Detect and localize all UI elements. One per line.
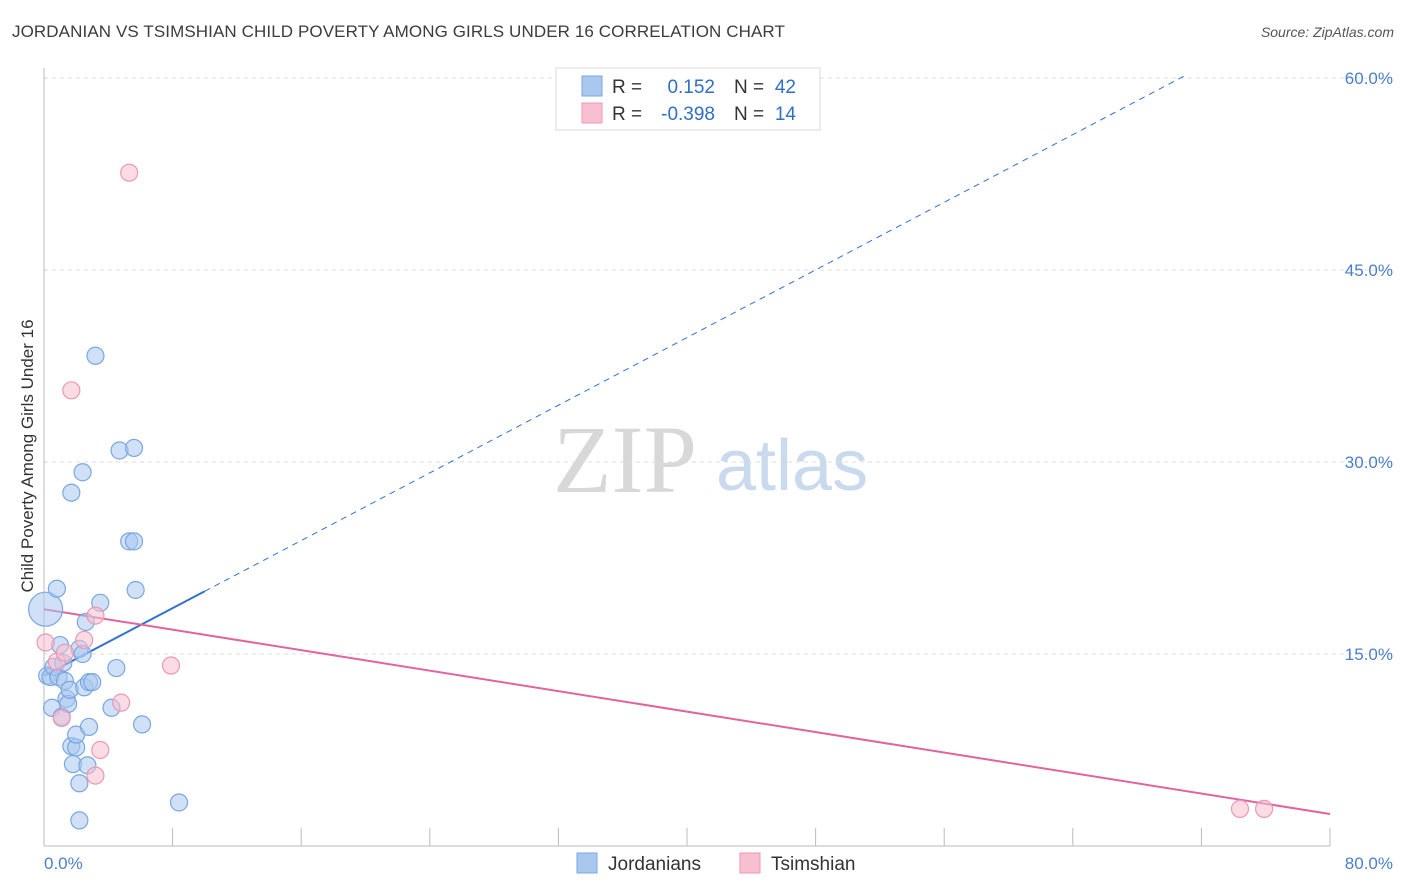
jordanian-point (47, 579, 66, 598)
jordanian-point (126, 580, 145, 600)
tsimshian-point (91, 740, 110, 760)
series-legend: Jordanians Tsimshian (576, 852, 855, 875)
legend-r-value-tsimshian: -0.398 (661, 104, 715, 125)
jordanian-point (124, 532, 144, 551)
legend-r-label-tsimshian: R = (612, 104, 642, 125)
x-tick-label-max: 80.0% (1345, 854, 1393, 873)
tsimshian-point (161, 656, 181, 675)
tsimshian-point (55, 643, 74, 662)
stats-legend: R = 0.152 N = 42 R = -0.398 N = 14 (555, 67, 821, 131)
jordanian-point (62, 483, 81, 502)
watermark-atlas: atlas (716, 426, 868, 506)
tsimshian-point (62, 381, 81, 400)
legend-swatch-tsimshian (581, 102, 603, 124)
series-legend-label-jordanians: Jordanians (608, 854, 701, 875)
legend-n-label-jordanians: N = (734, 77, 764, 98)
jordanian-point (169, 793, 189, 812)
y-tick-label: 30.0% (1345, 453, 1393, 472)
y-tick-labels: 15.0% 30.0% 45.0% 60.0% (1345, 69, 1393, 664)
y-tick-label: 45.0% (1345, 261, 1393, 280)
tsimshian-point (52, 708, 71, 728)
y-axis-label: Child Poverty Among Girls Under 16 (18, 319, 37, 592)
tsimshian-point (86, 766, 105, 785)
jordanian-point (79, 717, 99, 737)
data-points (28, 163, 1274, 830)
tsimshian-point (120, 163, 139, 182)
grid-lines (44, 77, 1395, 655)
y-tick-label: 15.0% (1345, 645, 1393, 664)
legend-r-value-jordanians: 0.152 (667, 77, 715, 98)
series-legend-swatch-tsimshian (739, 852, 761, 874)
x-tick-label-min: 0.0% (44, 854, 83, 873)
legend-n-value-jordanians: 42 (775, 77, 796, 98)
tsimshian-point (86, 606, 105, 625)
legend-n-value-tsimshian: 14 (775, 104, 797, 125)
trend-line-jordanians-extension (204, 74, 1186, 592)
series-legend-swatch-jordanians (576, 852, 598, 874)
tsimshian-point (112, 693, 131, 712)
tsimshian-point (1230, 799, 1250, 818)
y-tick-label: 60.0% (1345, 69, 1393, 88)
chart-title: JORDANIAN VS TSIMSHIAN CHILD POVERTY AMO… (12, 22, 785, 41)
source-credit: Source: ZipAtlas.com (1260, 24, 1394, 40)
jordanian-point (86, 346, 105, 365)
jordanian-point (28, 591, 64, 627)
jordanian-point (124, 438, 144, 458)
legend-r-label-jordanians: R = (612, 77, 642, 98)
series-legend-label-tsimshian: Tsimshian (771, 854, 855, 875)
jordanian-point (132, 715, 152, 734)
legend-n-label-tsimshian: N = (734, 104, 764, 125)
jordanian-point (83, 673, 102, 692)
jordanian-point (107, 658, 126, 678)
axes (43, 68, 1331, 847)
tsimshian-point (36, 633, 55, 652)
legend-swatch-jordanians (581, 75, 603, 97)
jordanian-point (70, 774, 89, 793)
tsimshian-point (75, 630, 94, 650)
trend-line-tsimshian (43, 608, 1331, 815)
jordanian-point (70, 811, 89, 830)
jordanian-point (73, 463, 92, 482)
tsimshian-point (1254, 799, 1274, 818)
watermark-zip: ZIP (553, 406, 697, 513)
